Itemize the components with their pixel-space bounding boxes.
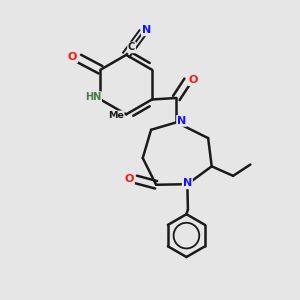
Text: O: O [125,174,134,184]
Text: N: N [183,178,192,188]
Text: C: C [128,43,135,52]
Text: O: O [68,52,77,62]
Text: N: N [142,25,151,35]
Text: Me: Me [108,111,124,120]
Text: HN: HN [85,92,101,102]
Text: O: O [188,75,198,85]
Text: N: N [177,116,186,126]
